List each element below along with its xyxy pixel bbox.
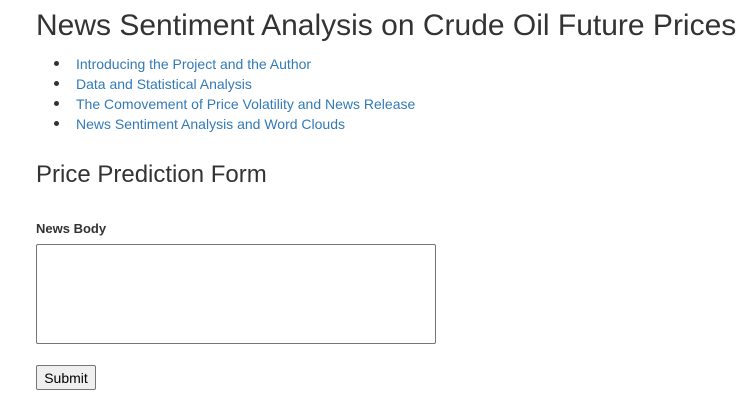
news-body-label: News Body bbox=[36, 221, 106, 237]
nav-link-comovement[interactable]: The Comovement of Price Volatility and N… bbox=[76, 96, 415, 112]
nav-item-intro: Introducing the Project and the Author bbox=[76, 54, 415, 74]
news-body-input[interactable] bbox=[36, 244, 436, 344]
nav-item-sentiment: News Sentiment Analysis and Word Clouds bbox=[76, 114, 415, 134]
nav-link-sentiment-wordclouds[interactable]: News Sentiment Analysis and Word Clouds bbox=[76, 116, 345, 132]
nav-item-comovement: The Comovement of Price Volatility and N… bbox=[76, 94, 415, 114]
form-title: Price Prediction Form bbox=[36, 160, 267, 190]
submit-button[interactable]: Submit bbox=[36, 365, 96, 390]
nav-link-data-analysis[interactable]: Data and Statistical Analysis bbox=[76, 76, 252, 92]
nav-item-data: Data and Statistical Analysis bbox=[76, 74, 415, 94]
page-title: News Sentiment Analysis on Crude Oil Fut… bbox=[36, 8, 736, 44]
nav-list: Introducing the Project and the Author D… bbox=[36, 54, 415, 134]
nav-link-intro[interactable]: Introducing the Project and the Author bbox=[76, 56, 311, 72]
